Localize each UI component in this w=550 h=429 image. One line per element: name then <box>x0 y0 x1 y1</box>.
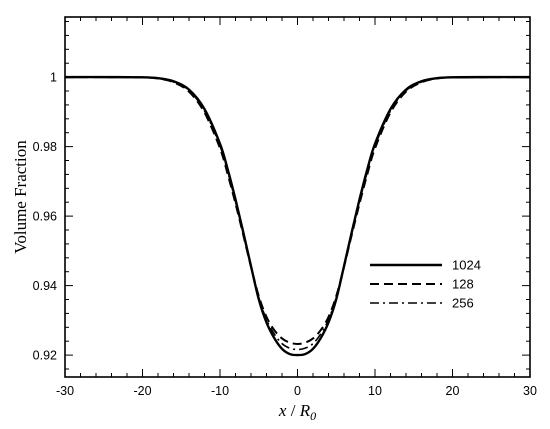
series-line-1024 <box>64 75 531 357</box>
x-tick-label: 10 <box>368 384 382 398</box>
x-tick-label: -10 <box>211 384 229 398</box>
y-tick-label: 0.92 <box>33 349 57 363</box>
tick-marks <box>64 17 531 377</box>
tick-labels: -30 -20 -10 0 10 20 30 0.92 0.94 0.96 0.98 1 <box>33 71 537 398</box>
series-line-256 <box>64 76 531 351</box>
legend-label-128: 128 <box>452 277 474 292</box>
legend-label-1024: 1024 <box>452 258 481 273</box>
x-axis-sep: / <box>286 401 299 420</box>
y-axis-title: Volume Fraction <box>11 140 30 254</box>
y-tick-label: 0.94 <box>33 279 57 293</box>
x-tick-label: -20 <box>133 384 151 398</box>
x-tick-label: 0 <box>294 384 301 398</box>
x-tick-label: 30 <box>523 384 537 398</box>
y-tick-label: 1 <box>50 71 57 85</box>
x-tick-label: -30 <box>56 384 74 398</box>
y-tick-label: 0.96 <box>33 210 57 224</box>
legend: 1024 128 256 <box>370 258 481 311</box>
plot-frame <box>64 16 531 378</box>
x-axis-symbol: R <box>299 401 311 420</box>
series-line-128 <box>64 76 531 345</box>
legend-label-256: 256 <box>452 296 474 311</box>
x-axis-var: x <box>278 401 287 420</box>
y-tick-label: 0.98 <box>33 140 57 154</box>
series-lines <box>64 75 531 357</box>
x-axis-subscript: 0 <box>310 409 316 423</box>
x-tick-label: 20 <box>446 384 460 398</box>
x-axis-title: x / R0 <box>278 401 316 423</box>
